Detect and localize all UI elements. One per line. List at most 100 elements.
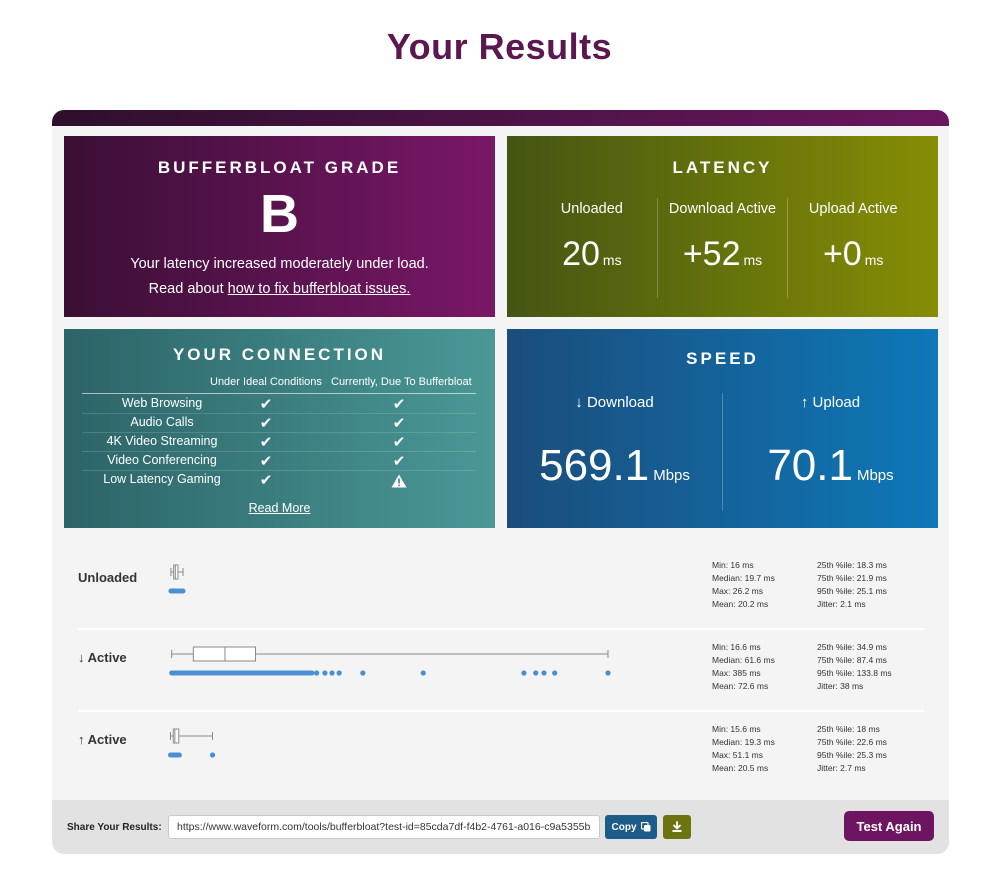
latency-columns: Unloaded 20 ms Download Active +52 ms Uplo… bbox=[527, 198, 918, 298]
sample-point bbox=[605, 670, 611, 676]
stat-max: Max: 385 ms bbox=[712, 668, 761, 678]
connection-use-case: Web Browsing bbox=[121, 396, 203, 410]
latency-download-active: Download Active +52 ms bbox=[656, 198, 788, 298]
stat-mean: Mean: 72.6 ms bbox=[712, 681, 769, 691]
speed-upload: ↑ Upload 70.1 Mbps bbox=[722, 393, 938, 511]
card-top-bar bbox=[52, 110, 949, 126]
stat-max: Max: 51.1 ms bbox=[712, 750, 764, 760]
stat-p95: 95th %ile: 133.8 ms bbox=[817, 668, 892, 678]
latency-value: +0 bbox=[822, 235, 862, 273]
latency-unit: ms bbox=[743, 252, 763, 268]
check-icon: ✔ bbox=[392, 415, 406, 432]
latency-title: LATENCY bbox=[672, 158, 773, 177]
grade-title: BUFFERBLOAT GRADE bbox=[157, 158, 402, 177]
stat-median: Median: 19.3 ms bbox=[712, 737, 775, 747]
connection-row: Low Latency Gaming ✔ bbox=[82, 471, 476, 490]
stat-min: Min: 16 ms bbox=[712, 560, 754, 570]
connection-use-case: Audio Calls bbox=[130, 415, 194, 429]
sample-point bbox=[314, 670, 320, 676]
copy-button[interactable]: Copy bbox=[605, 815, 657, 839]
upload-label: ↑ Upload bbox=[800, 394, 861, 411]
latency-label: Upload Active bbox=[808, 201, 898, 217]
speed-panel: SPEED ↓ Download 569.1 Mbps ↑ Upload 70.1… bbox=[507, 329, 938, 528]
stats-column-a: Min: 16.6 ms Median: 61.6 ms Max: 385 ms… bbox=[712, 641, 775, 693]
stat-p95: 95th %ile: 25.1 ms bbox=[817, 586, 887, 596]
sample-point bbox=[533, 670, 539, 676]
grade-description: Your latency increased moderately under … bbox=[130, 256, 429, 272]
boxplot bbox=[168, 564, 186, 594]
stat-p95: 95th %ile: 25.3 ms bbox=[817, 750, 887, 760]
fix-bufferbloat-link[interactable]: how to fix bufferbloat issues. bbox=[227, 281, 411, 297]
bufferbloat-grade-panel: BUFFERBLOAT GRADE B Your latency increas… bbox=[64, 136, 495, 317]
sample-point bbox=[521, 670, 527, 676]
stat-mean: Mean: 20.2 ms bbox=[712, 599, 769, 609]
read-more-link[interactable]: Read More bbox=[248, 501, 311, 515]
download-button[interactable] bbox=[663, 815, 691, 839]
stat-p75: 75th %ile: 21.9 ms bbox=[817, 573, 887, 583]
share-url-input[interactable]: https://www.waveform.com/tools/bufferblo… bbox=[168, 815, 600, 839]
connection-row: 4K Video Streaming ✔ ✔ bbox=[82, 433, 476, 452]
stat-max: Max: 26.2 ms bbox=[712, 586, 764, 596]
sample-point bbox=[336, 670, 342, 676]
test-again-button[interactable]: Test Again bbox=[844, 811, 934, 841]
connection-use-case: Low Latency Gaming bbox=[103, 472, 221, 486]
grade-link-prefix: Read about bbox=[148, 281, 228, 297]
results-card: BUFFERBLOAT GRADE B Your latency increas… bbox=[52, 110, 949, 854]
distribution-label: ↓ Active bbox=[78, 650, 127, 665]
latency-label: Download Active bbox=[668, 201, 777, 217]
download-icon bbox=[672, 821, 682, 832]
latency-value: +52 bbox=[682, 235, 741, 273]
connection-row: Audio Calls ✔ ✔ bbox=[82, 414, 476, 433]
check-icon: ✔ bbox=[259, 434, 273, 451]
latency-panel: LATENCY Unloaded 20 ms Download Active +5… bbox=[507, 136, 938, 317]
share-label: Share Your Results: bbox=[67, 822, 162, 833]
latency-label: Unloaded bbox=[560, 201, 623, 217]
connection-use-case: 4K Video Streaming bbox=[106, 434, 218, 448]
connection-panel: YOUR CONNECTION Under Ideal Conditions C… bbox=[64, 329, 495, 528]
latency-unit: ms bbox=[602, 252, 622, 268]
speed-title: SPEED bbox=[686, 349, 759, 368]
speed-columns: ↓ Download 569.1 Mbps ↑ Upload 70.1 Mbps bbox=[507, 393, 938, 511]
copy-label: Copy bbox=[611, 821, 637, 833]
stats-column-a: Min: 15.6 ms Median: 19.3 ms Max: 51.1 m… bbox=[712, 723, 775, 775]
sample-point bbox=[541, 670, 547, 676]
sample-point bbox=[360, 670, 366, 676]
current-conditions-header: Currently, Due To Bufferbloat bbox=[331, 376, 472, 388]
connection-title: YOUR CONNECTION bbox=[172, 345, 387, 364]
stat-mean: Mean: 20.5 ms bbox=[712, 763, 769, 773]
check-icon: ✔ bbox=[259, 396, 273, 413]
download-label: ↓ Download bbox=[575, 394, 654, 411]
grade-letter: B bbox=[260, 184, 299, 244]
connection-use-case: Video Conferencing bbox=[107, 453, 217, 467]
stats-column-b: 25th %ile: 34.9 ms 75th %ile: 87.4 ms 95… bbox=[817, 641, 892, 693]
grade-link-line: Read about how to fix bufferbloat issues… bbox=[64, 281, 495, 297]
stat-jitter: Jitter: 38 ms bbox=[817, 681, 864, 691]
connection-divider bbox=[82, 393, 476, 394]
stat-jitter: Jitter: 2.1 ms bbox=[817, 599, 866, 609]
latency-value: 20 bbox=[562, 235, 600, 273]
distribution-label: Unloaded bbox=[78, 570, 138, 585]
download-value: 569.1 bbox=[539, 441, 650, 490]
stat-p75: 75th %ile: 22.6 ms bbox=[817, 737, 887, 747]
iqr-box bbox=[172, 728, 180, 744]
latency-distribution-download: ↓ Active Min: 16.6 ms Median: 61.6 ms Ma… bbox=[78, 632, 924, 712]
upload-value: 70.1 bbox=[767, 441, 853, 490]
sample-point bbox=[420, 670, 426, 676]
stat-median: Median: 61.6 ms bbox=[712, 655, 775, 665]
latency-distribution-upload: ↑ Active Min: 15.6 ms Median: 19.3 ms Ma… bbox=[78, 714, 924, 794]
sample-point bbox=[552, 670, 558, 676]
stat-median: Median: 19.7 ms bbox=[712, 573, 775, 583]
connection-row: Video Conferencing ✔ ✔ bbox=[82, 452, 476, 471]
connection-row: Web Browsing ✔ ✔ bbox=[82, 395, 476, 414]
stats-column-b: 25th %ile: 18.3 ms 75th %ile: 21.9 ms 95… bbox=[817, 559, 887, 611]
upload-value-wrap: 70.1 Mbps bbox=[723, 441, 938, 491]
stats-column-a: Min: 16 ms Median: 19.7 ms Max: 26.2 ms … bbox=[712, 559, 775, 611]
iqr-box bbox=[192, 646, 257, 662]
share-bar: Share Your Results: https://www.waveform… bbox=[52, 800, 949, 854]
upload-unit: Mbps bbox=[856, 467, 894, 484]
copy-icon bbox=[640, 822, 650, 832]
stat-jitter: Jitter: 2.7 ms bbox=[817, 763, 866, 773]
latency-unloaded: Unloaded 20 ms bbox=[527, 198, 657, 298]
sample-point bbox=[329, 670, 335, 676]
connection-rows: Web Browsing ✔ ✔ Audio Calls ✔ ✔ 4K Vide… bbox=[82, 395, 476, 490]
